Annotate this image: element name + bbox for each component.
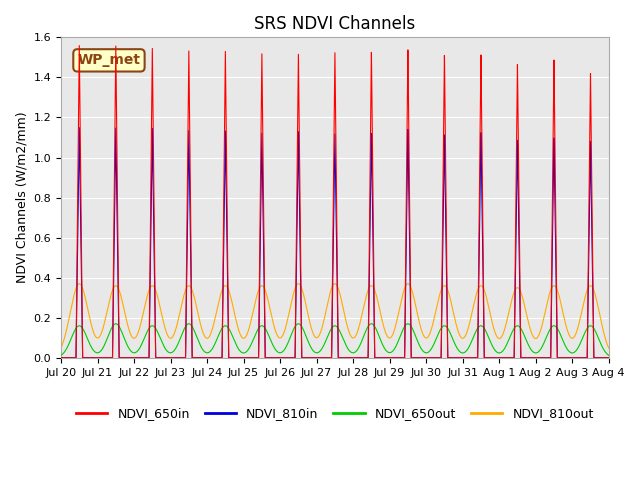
Text: WP_met: WP_met xyxy=(77,53,140,67)
Title: SRS NDVI Channels: SRS NDVI Channels xyxy=(254,15,415,33)
Y-axis label: NDVI Channels (W/m2/mm): NDVI Channels (W/m2/mm) xyxy=(15,112,28,283)
Legend: NDVI_650in, NDVI_810in, NDVI_650out, NDVI_810out: NDVI_650in, NDVI_810in, NDVI_650out, NDV… xyxy=(71,403,598,425)
